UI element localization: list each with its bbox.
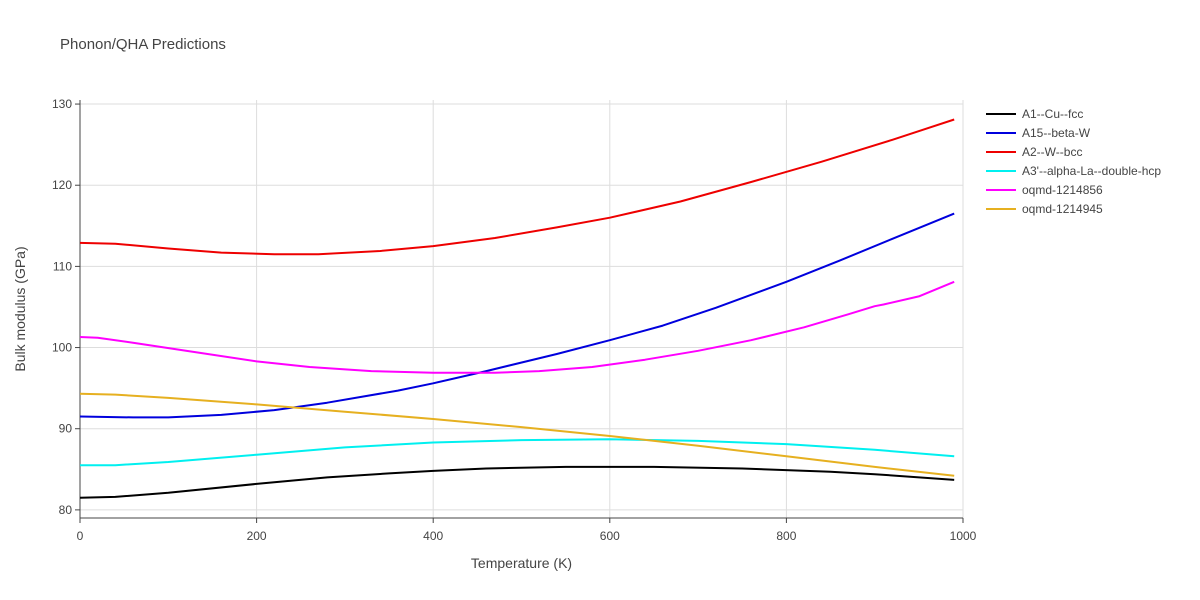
legend-item[interactable]: oqmd-1214856 [986,183,1103,197]
x-tick-label: 200 [247,529,267,543]
legend-item[interactable]: A2--W--bcc [986,145,1082,159]
series-line-a15-beta-w [79,212,955,419]
x-tick-label: 1000 [950,529,977,543]
legend-item[interactable]: oqmd-1214945 [986,202,1103,216]
legend-label: A15--beta-W [1022,126,1091,140]
x-tick-label: 600 [600,529,620,543]
legend-label: oqmd-1214856 [1022,183,1103,197]
x-tick-label: 0 [77,529,84,543]
x-tick-label: 400 [423,529,443,543]
axes: 0 200 400 600 800 1000 80 90 100 110 120 130 [52,97,977,543]
plot-area [79,118,955,499]
y-tick-label: 120 [52,178,72,192]
legend-label: A2--W--bcc [1022,145,1082,159]
series-line-a3-alpha-la-double-hcp [80,438,955,467]
y-tick-label: 100 [52,341,72,355]
y-tick-label: 110 [53,259,72,273]
chart-title: Phonon/QHA Predictions [60,36,226,53]
legend-label: A3'--alpha-La--double-hcp [1022,164,1161,178]
grid [80,100,964,518]
series-line-a1-cu-fcc [79,465,955,499]
x-axis-title: Temperature (K) [471,555,572,571]
legend[interactable]: A1--Cu--fcc A15--beta-W A2--W--bcc A3'--alp… [986,107,1161,216]
series-line-a2-w-bcc [79,118,955,256]
series-line-oqmd-1214856 [79,280,955,374]
y-tick-label: 80 [59,503,73,517]
y-tick-label: 130 [52,97,72,111]
y-axis-title: Bulk modulus (GPa) [12,246,28,371]
y-tick-label: 90 [59,422,73,436]
legend-label: oqmd-1214945 [1022,202,1103,216]
legend-item[interactable]: A3'--alpha-La--double-hcp [986,164,1161,178]
x-tick-label: 800 [776,529,796,543]
legend-label: A1--Cu--fcc [1022,107,1083,121]
legend-item[interactable]: A15--beta-W [986,126,1091,140]
series-line-oqmd-1214945 [79,392,955,477]
legend-item[interactable]: A1--Cu--fcc [986,107,1083,121]
